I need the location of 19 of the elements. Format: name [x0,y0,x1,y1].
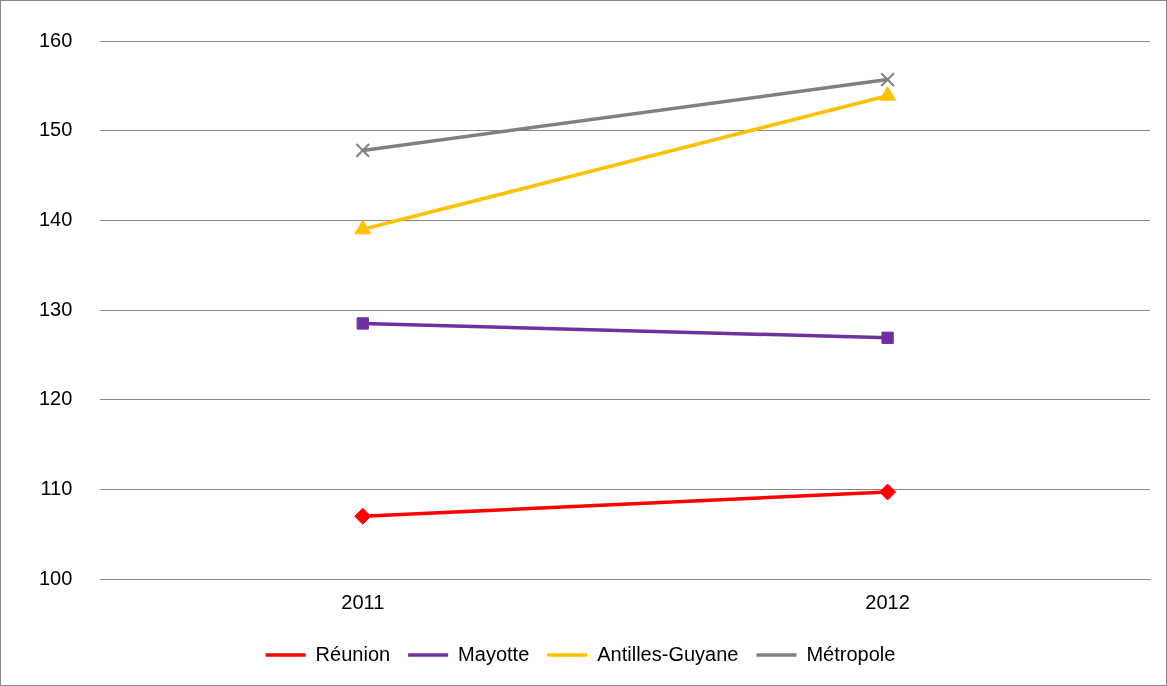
point [880,72,895,87]
legend-label: Mayotte [458,642,530,665]
legend-label: Métropole [806,642,896,665]
y-tick-label: 150 [38,118,73,141]
y-tick-label: 120 [38,387,73,410]
y-tick-label: 100 [38,566,73,589]
legend-label: Antilles-Guyane [597,642,739,665]
point [356,317,369,330]
x-tick-label: 2012 [865,590,910,613]
y-tick-label: 130 [38,297,73,320]
legend-label: Réunion [315,642,391,665]
y-tick-label: 160 [38,28,73,51]
point [881,331,894,344]
x-tick-label: 2011 [341,590,385,613]
y-tick-label: 140 [38,207,73,230]
point [355,143,371,158]
y-tick-label: 110 [40,476,73,499]
point [354,507,372,525]
point [879,483,897,501]
